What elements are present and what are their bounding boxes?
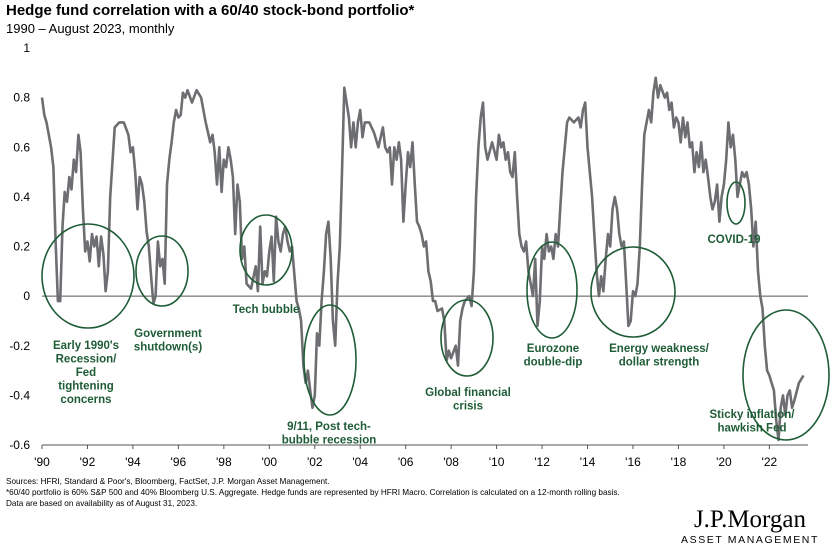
- x-tick-label: '04: [352, 455, 368, 469]
- footnotes: Sources: HFRI, Standard & Poor's, Bloomb…: [6, 476, 696, 509]
- x-tick-label: '02: [307, 455, 323, 469]
- x-tick-label: '98: [216, 455, 232, 469]
- x-tick-label: '22: [762, 455, 778, 469]
- annotation-circle: [440, 299, 494, 377]
- y-tick-label: 0.6: [13, 140, 30, 154]
- x-tick-label: '08: [443, 455, 459, 469]
- chart-subtitle: 1990 – August 2023, monthly: [6, 21, 175, 36]
- correlation-line-chart: 1 0.8 0.6 0.4 0.2 0 -0.2 -0.4 -0.6 '90 '92 '94 '96 '9…: [9, 41, 830, 469]
- annotation-label: Early 1990's Recession/Fed tightening conce…: [53, 340, 119, 406]
- x-tick-label: '16: [625, 455, 641, 469]
- logo-wordmark: J.P.Morgan: [693, 506, 807, 533]
- y-tick-label: 1: [23, 41, 30, 55]
- annotation-label: Energy weakness/dollar strength: [609, 343, 710, 369]
- annotation-label: Eurozone double-dip: [524, 343, 583, 369]
- annotation-label: Government shutdown(s): [134, 328, 203, 354]
- x-tick-label: '94: [125, 455, 141, 469]
- annotation-circle: [239, 214, 293, 286]
- annotation-circle: [135, 235, 189, 307]
- annotation-circle: [742, 309, 830, 441]
- y-tick-label: 0: [23, 289, 30, 303]
- annotation-label: 9/11, Post tech-bubble recession: [282, 421, 377, 447]
- annotation-label: Tech bubble: [233, 304, 300, 316]
- correlation-line: [40, 76, 805, 442]
- y-tick-label: -0.6: [9, 438, 30, 452]
- x-tick-label: '14: [580, 455, 596, 469]
- x-tick-label: '00: [261, 455, 277, 469]
- annotation-label: Sticky inflation/hawkish Fed: [710, 409, 796, 435]
- jpmorgan-logo: J.P.Morgan ASSET MANAGEMENT: [680, 506, 819, 547]
- annotation-circle: [726, 181, 746, 225]
- y-tick-label: 0.8: [13, 91, 30, 105]
- annotation-circle: [41, 223, 135, 329]
- x-tick-label: '06: [398, 455, 414, 469]
- y-tick-label: -0.2: [9, 339, 30, 353]
- x-tick-label: '10: [489, 455, 505, 469]
- logo-division: ASSET MANAGEMENT: [680, 534, 819, 546]
- annotation-circle: [526, 241, 578, 339]
- annotation-circle: [303, 304, 357, 416]
- y-tick-label: 0.2: [13, 240, 30, 254]
- x-tick-label: '90: [34, 455, 50, 469]
- x-tick-label: '96: [171, 455, 187, 469]
- annotation-circle: [590, 246, 676, 338]
- x-tick-label: '20: [716, 455, 732, 469]
- x-tick-label: '92: [80, 455, 96, 469]
- chart-title: Hedge fund correlation with a 60/40 stoc…: [6, 2, 415, 19]
- x-tick-label: '18: [671, 455, 687, 469]
- x-tick-label: '12: [534, 455, 550, 469]
- availability-note: Data are based on availability as of Aug…: [6, 499, 198, 508]
- definition-note: *60/40 portfolio is 60% S&P 500 and 40% …: [6, 488, 620, 497]
- annotation-label: Global financial crisis: [425, 387, 511, 413]
- y-tick-label: 0.4: [13, 190, 30, 204]
- annotation-label: COVID-19: [707, 234, 760, 246]
- sources-note: Sources: HFRI, Standard & Poor's, Bloomb…: [6, 477, 330, 486]
- y-tick-label: -0.4: [9, 388, 30, 402]
